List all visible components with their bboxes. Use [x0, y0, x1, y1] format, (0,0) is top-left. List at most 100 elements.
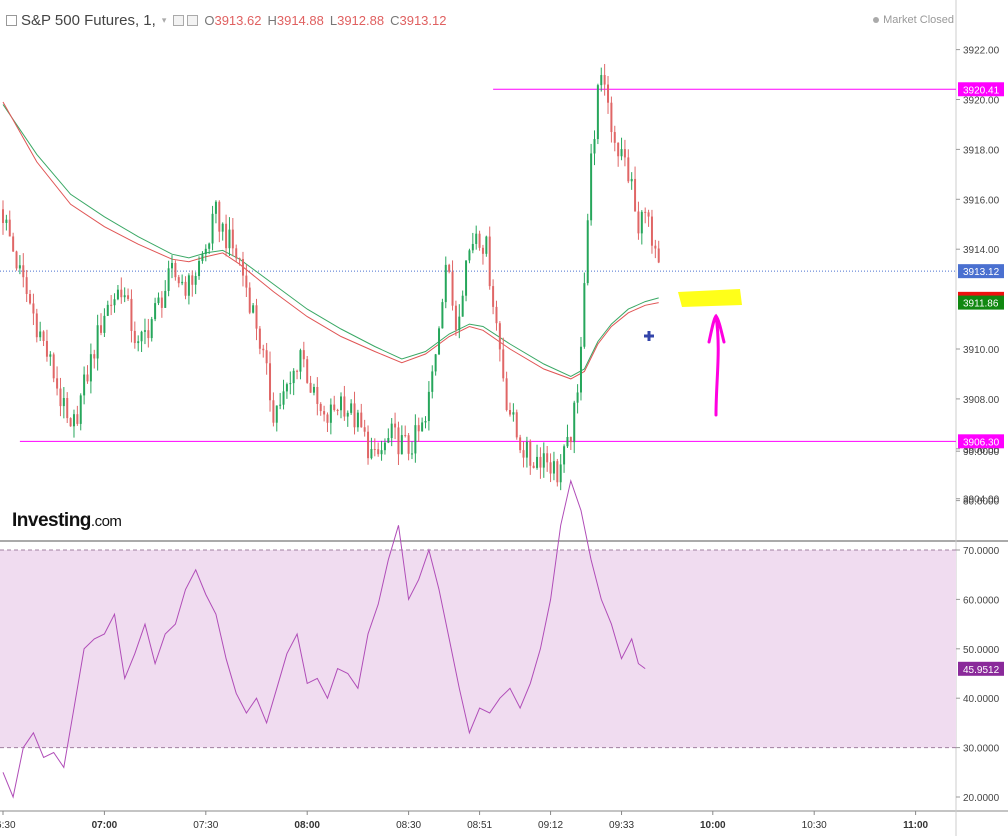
- candle-body: [448, 264, 451, 272]
- candle-body: [211, 213, 214, 244]
- candles: [2, 63, 660, 491]
- candle-body: [596, 85, 599, 140]
- candle: [512, 403, 515, 422]
- candle-body: [49, 354, 52, 357]
- hide-icon[interactable]: [187, 15, 199, 26]
- candle-body: [373, 448, 376, 450]
- candle-body: [171, 262, 173, 269]
- candle-body: [214, 201, 217, 214]
- candle-body: [481, 247, 484, 254]
- candle: [164, 280, 167, 308]
- price-tick-label: 3904.00: [963, 495, 1000, 506]
- candle: [613, 125, 616, 152]
- candle-body: [353, 403, 356, 428]
- candle: [478, 230, 481, 251]
- candle-body: [390, 423, 393, 439]
- candle: [502, 337, 505, 382]
- candle: [539, 447, 542, 479]
- candle-body: [194, 276, 197, 285]
- candle-body: [285, 384, 288, 392]
- candle: [343, 385, 346, 421]
- candle-body: [269, 363, 272, 401]
- candle-body: [238, 258, 241, 260]
- candle: [262, 344, 265, 358]
- candle: [390, 418, 393, 447]
- price-tick-label: 3906.00: [963, 445, 1000, 456]
- candle-body: [590, 153, 593, 221]
- candle: [137, 335, 140, 352]
- settings-icon[interactable]: [173, 15, 185, 26]
- chevron-down-icon[interactable]: ▾: [161, 15, 167, 25]
- candle: [549, 453, 552, 483]
- candle-body: [515, 412, 518, 438]
- candle: [221, 222, 224, 241]
- candle: [505, 371, 508, 412]
- candle-body: [319, 403, 322, 412]
- candle: [272, 392, 275, 427]
- candle: [546, 445, 549, 472]
- time-tick-label: 11:00: [903, 820, 928, 831]
- candle-body: [367, 431, 370, 459]
- candle-body: [623, 149, 626, 158]
- candle-body: [583, 283, 586, 347]
- candle: [143, 318, 146, 345]
- candle: [18, 255, 21, 275]
- candle-body: [444, 264, 447, 303]
- candle: [299, 348, 302, 380]
- candle: [279, 392, 282, 410]
- candle-body: [231, 229, 234, 249]
- candle-body: [56, 378, 59, 389]
- candle-body: [485, 236, 488, 254]
- candle: [488, 226, 491, 290]
- candle-body: [620, 149, 623, 157]
- candle-body: [15, 251, 18, 269]
- candle-body: [576, 392, 579, 403]
- candle-body: [204, 248, 207, 255]
- candle: [610, 96, 613, 143]
- candle: [289, 371, 292, 395]
- candle: [29, 289, 32, 305]
- candle: [167, 260, 170, 297]
- time-tick-label: 08:30: [396, 820, 421, 831]
- candle-body: [62, 398, 65, 407]
- candle: [201, 251, 204, 264]
- candle-body: [181, 281, 184, 284]
- candle-body: [52, 354, 55, 379]
- candle: [620, 137, 623, 161]
- candle: [559, 454, 562, 491]
- candle-body: [245, 275, 248, 288]
- horizontal-levels[interactable]: [0, 88, 956, 442]
- time-tick-label: 08:00: [294, 820, 320, 831]
- candle: [12, 232, 15, 253]
- price-label-box: [958, 264, 1004, 279]
- candle: [285, 382, 288, 399]
- candle-body: [634, 178, 637, 212]
- candle-body: [549, 462, 552, 474]
- rsi-tick-label: 50.0000: [963, 645, 1000, 656]
- candle: [573, 400, 576, 454]
- rsi-value-box: [958, 661, 1004, 676]
- candle-body: [93, 354, 96, 359]
- candle: [312, 383, 315, 396]
- candle: [59, 377, 62, 417]
- candle: [69, 417, 72, 427]
- candle-body: [519, 437, 522, 451]
- candle-body: [29, 294, 32, 304]
- candle-body: [140, 331, 143, 342]
- candle: [400, 425, 403, 455]
- rsi-tick-label: 70.0000: [963, 546, 1000, 557]
- candle-body: [336, 410, 339, 412]
- candle-body: [184, 281, 187, 296]
- candle: [525, 436, 528, 468]
- logo-suffix: .com: [90, 513, 122, 530]
- candle: [96, 314, 99, 371]
- price-axis: 3904.00 3906.00 3908.00 3910.00 3914.00 3916.…: [956, 46, 1004, 804]
- ema-line-green: [2, 104, 659, 377]
- candle-body: [18, 265, 21, 269]
- candle-body: [235, 248, 238, 259]
- candle-body: [143, 330, 146, 332]
- candle: [468, 248, 471, 264]
- candle-body: [265, 350, 268, 364]
- collapse-icon[interactable]: [6, 15, 17, 26]
